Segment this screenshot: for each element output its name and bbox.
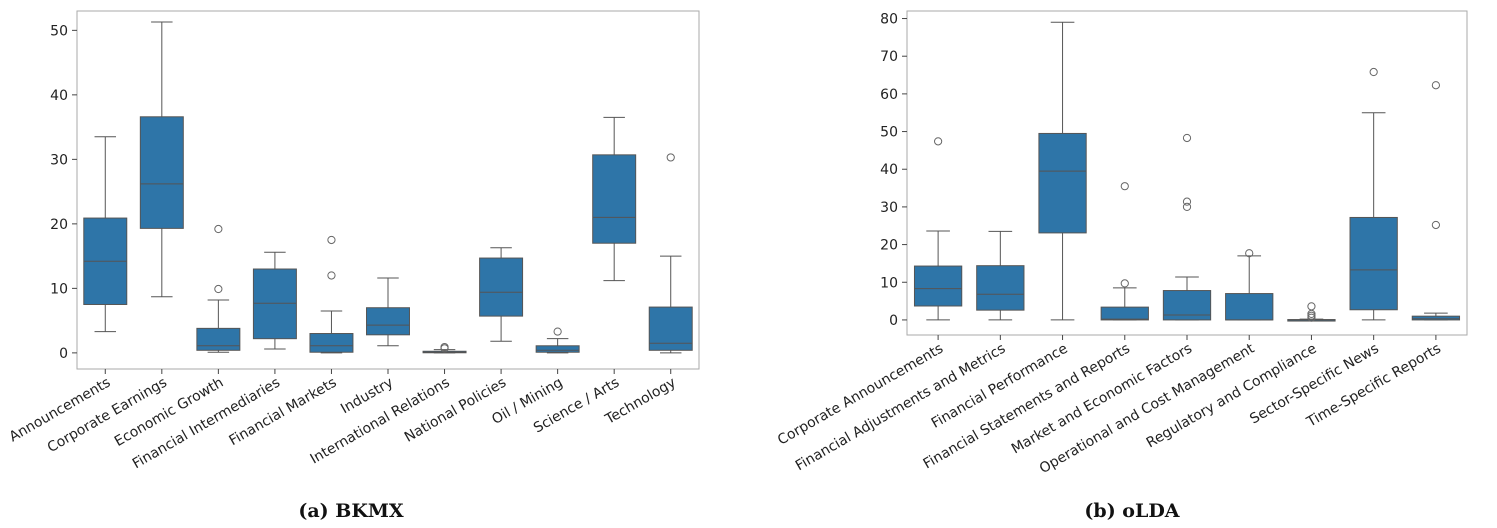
outlier-point: [1431, 220, 1440, 230]
box-iqr: [913, 265, 963, 307]
y-tick-label: 70: [880, 49, 898, 65]
outlier-point: [1245, 249, 1254, 258]
outlier-point: [327, 235, 336, 245]
category-label: National Policies: [402, 375, 509, 446]
outlier-point: [666, 153, 675, 162]
box-iqr: [648, 306, 693, 351]
y-tick-label: 50: [880, 125, 898, 141]
outlier-point: [440, 342, 449, 352]
box-iqr: [1100, 306, 1149, 321]
y-tick-label: 50: [50, 23, 68, 39]
y-tick-label: 10: [880, 275, 898, 291]
panel-a-caption: (a) BKMX: [298, 500, 404, 522]
outlier-point: [214, 284, 223, 294]
panel-b-caption: (b) oLDA: [1084, 500, 1180, 522]
y-tick-label: 10: [50, 281, 68, 297]
y-tick-label: 20: [880, 238, 898, 254]
outlier-point: [1431, 81, 1440, 90]
outlier-point: [1369, 67, 1378, 77]
box-iqr: [252, 268, 297, 340]
y-tick-label: 60: [880, 87, 898, 103]
outlier-point: [553, 327, 562, 336]
outlier-point: [934, 137, 943, 146]
outlier-point: [1182, 202, 1192, 212]
box-iqr: [196, 327, 241, 351]
box-iqr: [535, 345, 580, 353]
outlier-point: [327, 271, 336, 280]
box-iqr: [1225, 293, 1274, 321]
y-tick-label: 0: [59, 346, 68, 362]
outlier-point: [1182, 197, 1192, 206]
y-tick-label: 30: [50, 152, 68, 168]
box-iqr: [309, 333, 354, 353]
box-iqr: [479, 257, 524, 317]
outlier-point: [1120, 182, 1129, 191]
box-iqr: [366, 307, 410, 336]
box-iqr: [139, 116, 184, 229]
y-tick-label: 30: [880, 200, 898, 216]
outlier-point: [1182, 133, 1192, 143]
y-tick-label: 40: [50, 88, 68, 104]
y-tick-label: 0: [889, 313, 898, 329]
y-tick-label: 20: [50, 217, 68, 233]
outlier-point: [214, 224, 223, 234]
outlier-point: [1307, 302, 1316, 311]
outlier-point: [1120, 279, 1129, 288]
box-iqr: [976, 265, 1025, 311]
box-iqr: [1038, 132, 1087, 234]
y-tick-label: 40: [880, 162, 898, 178]
box-iqr: [1411, 315, 1461, 321]
y-tick-label: 80: [880, 12, 898, 28]
category-label: Financial Markets: [227, 375, 340, 449]
box-iqr: [592, 154, 637, 244]
box-iqr: [1349, 216, 1398, 311]
